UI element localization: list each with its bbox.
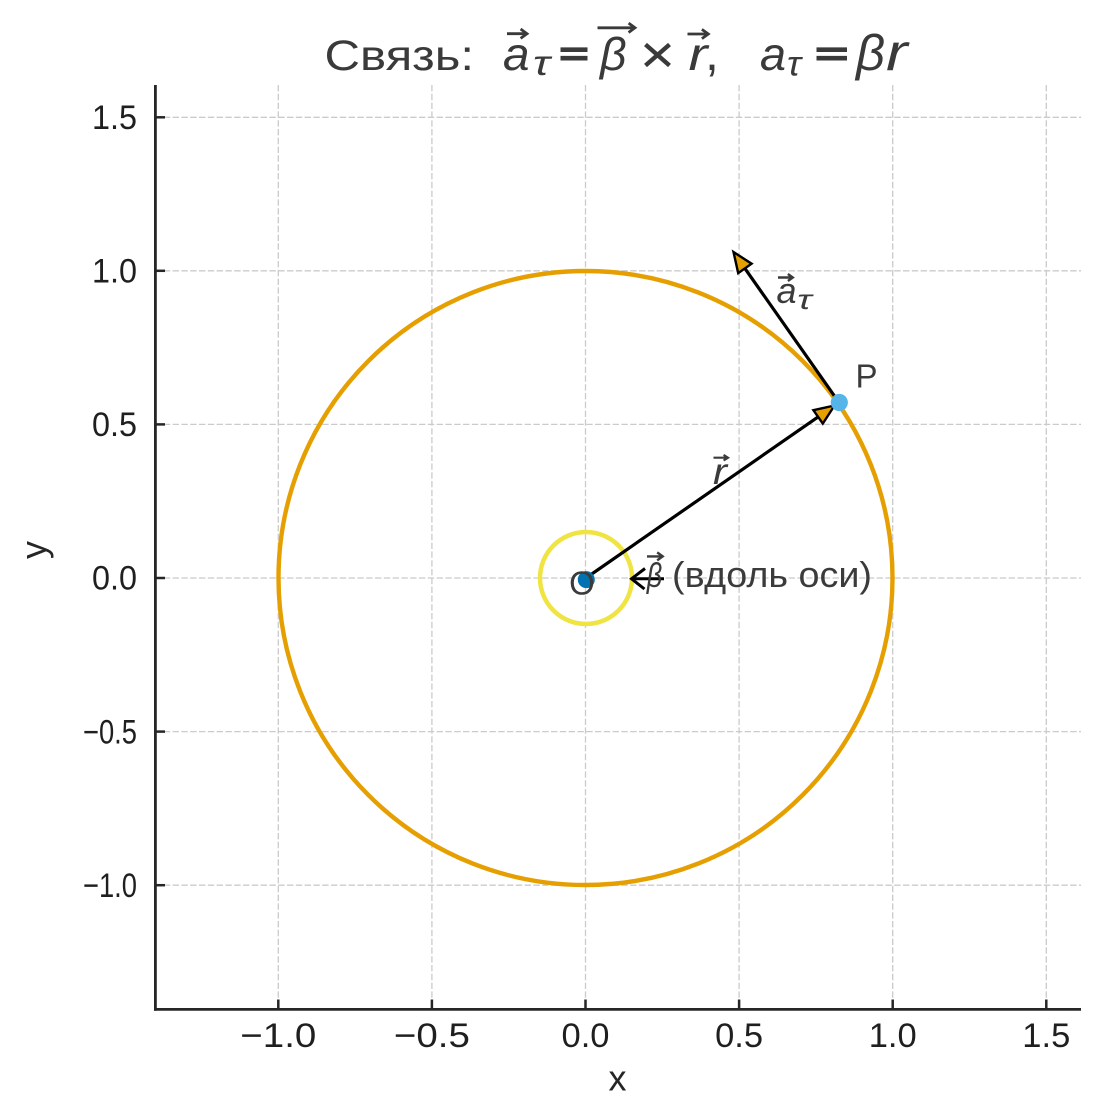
svg-text:1.0: 1.0 — [92, 253, 137, 291]
svg-text:τ: τ — [787, 45, 803, 84]
svg-text:x: x — [609, 1058, 627, 1099]
svg-text:a: a — [760, 28, 786, 80]
svg-text:Связь:: Связь: — [325, 32, 475, 80]
svg-text:y: y — [13, 541, 54, 559]
svg-text:β: β — [598, 28, 627, 80]
svg-text:τ: τ — [797, 284, 814, 315]
svg-text:(вдоль оси): (вдоль оси) — [672, 554, 872, 595]
svg-text:a: a — [777, 270, 797, 311]
svg-text:0.5: 0.5 — [92, 406, 137, 444]
svg-text:0.0: 0.0 — [562, 1017, 610, 1055]
svg-text:0.5: 0.5 — [715, 1017, 763, 1055]
svg-text:1.0: 1.0 — [869, 1017, 917, 1055]
svg-text:−0.5: −0.5 — [83, 713, 137, 751]
svg-text:P: P — [856, 357, 878, 394]
svg-text:0.0: 0.0 — [92, 560, 137, 598]
svg-text:1.5: 1.5 — [1022, 1017, 1070, 1055]
svg-text:−0.5: −0.5 — [394, 1017, 470, 1055]
svg-text:β: β — [854, 25, 885, 81]
svg-text:−1.0: −1.0 — [240, 1017, 316, 1055]
svg-text:r: r — [713, 451, 729, 492]
svg-text:r: r — [886, 24, 911, 82]
svg-text:τ: τ — [533, 44, 552, 83]
svg-text:r: r — [689, 28, 710, 80]
svg-text:−1.0: −1.0 — [83, 867, 137, 905]
svg-text:β: β — [646, 557, 662, 595]
svg-text:O: O — [569, 564, 595, 601]
svg-text:1.5: 1.5 — [92, 99, 137, 137]
svg-text:,: , — [705, 25, 719, 81]
